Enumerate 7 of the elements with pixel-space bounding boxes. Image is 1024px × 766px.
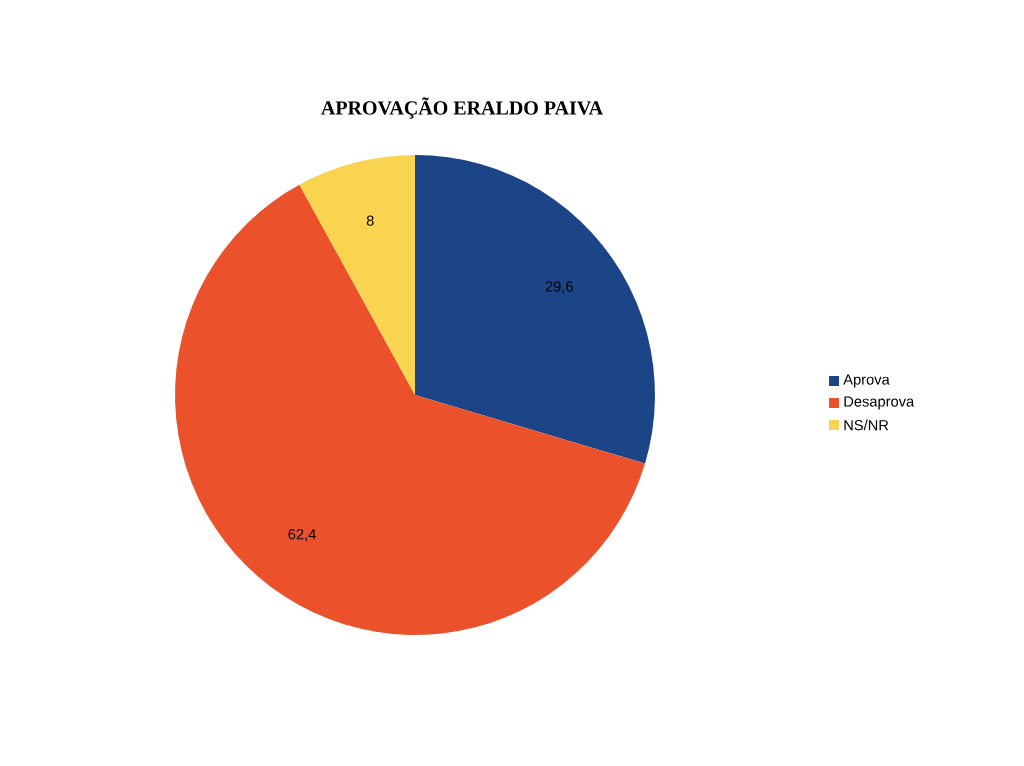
legend-label: Desaprova	[844, 396, 915, 410]
data-label: 8	[366, 215, 374, 226]
legend-label: Aprova	[843, 374, 890, 388]
chart-title: APROVAÇÃO ERALDO PAIVA	[321, 97, 603, 119]
data-label: 62,4	[288, 529, 316, 542]
legend-label: NS/NR	[844, 419, 889, 431]
data-label: 29,6	[545, 281, 573, 294]
